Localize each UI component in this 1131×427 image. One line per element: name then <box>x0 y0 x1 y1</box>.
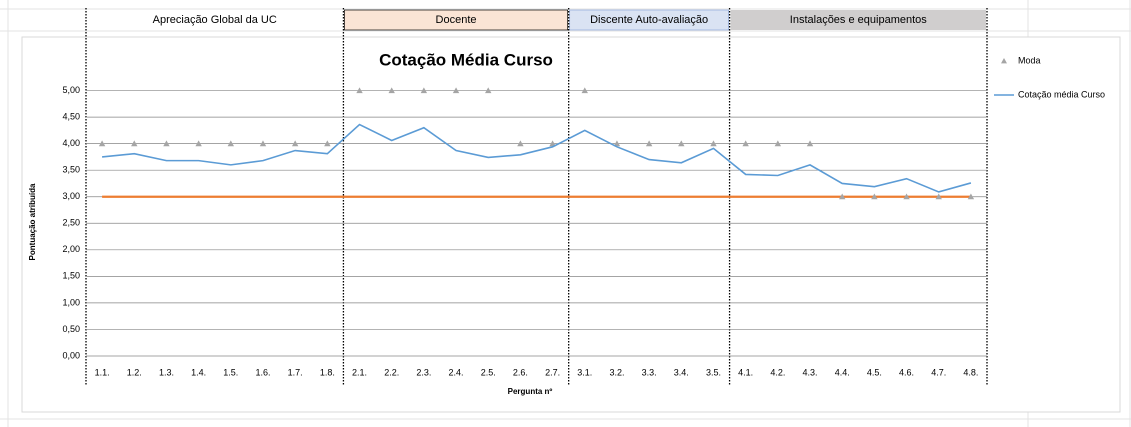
x-tick-label: 3.5. <box>706 367 721 377</box>
legend-swatch <box>1001 58 1007 64</box>
x-tick-label: 1.4. <box>191 367 206 377</box>
moda-marker <box>452 87 460 94</box>
x-tick-label: 3.3. <box>642 367 657 377</box>
moda-marker <box>517 140 524 147</box>
group-header-label: Docente <box>436 14 477 26</box>
moda-marker <box>131 140 138 147</box>
y-tick-label: 5,00 <box>62 85 80 95</box>
y-tick-label: 0,00 <box>62 350 80 360</box>
moda-marker <box>903 193 910 200</box>
x-tick-label: 2.3. <box>416 367 431 377</box>
moda-marker <box>291 140 299 147</box>
x-tick-label: 2.6. <box>513 367 528 377</box>
y-tick-label: 2,00 <box>62 244 80 254</box>
x-tick-label: 2.1. <box>352 367 367 377</box>
group-header <box>87 10 343 30</box>
x-tick-label: 2.4. <box>449 367 464 377</box>
moda-marker <box>678 140 685 147</box>
moda-marker <box>806 140 814 147</box>
chart-area <box>21 36 1121 413</box>
moda-marker <box>935 193 942 200</box>
y-tick-label: 2,50 <box>62 218 80 228</box>
x-tick-label: 1.1. <box>95 367 110 377</box>
x-tick-label: 4.4. <box>835 367 850 377</box>
x-tick-label: 4.8. <box>963 367 978 377</box>
y-axis-label: Pontuação atribuída <box>28 183 37 260</box>
moda-marker <box>98 140 106 147</box>
x-tick-label: 4.7. <box>931 367 946 377</box>
moda-marker <box>163 140 170 147</box>
x-tick-label: 1.8. <box>320 367 335 377</box>
moda-marker <box>581 87 588 94</box>
series-line <box>102 123 972 193</box>
x-tick-label: 2.2. <box>384 367 399 377</box>
x-tick-label: 1.7. <box>288 367 303 377</box>
group-header <box>569 9 729 31</box>
x-tick-label: 4.6. <box>899 367 914 377</box>
moda-marker <box>871 193 878 200</box>
x-tick-label: 1.5. <box>223 367 238 377</box>
x-tick-label: 4.3. <box>803 367 818 377</box>
group-header <box>730 10 986 30</box>
moda-marker <box>324 140 331 147</box>
y-tick-label: 3,50 <box>62 165 80 175</box>
legend-label: Moda <box>1018 55 1041 65</box>
moda-marker <box>645 140 653 147</box>
group-header <box>344 9 569 31</box>
x-tick-label: 1.2. <box>127 367 142 377</box>
x-tick-label: 3.1. <box>577 367 592 377</box>
moda-marker <box>259 140 267 147</box>
y-tick-label: 3,00 <box>62 191 80 201</box>
y-tick-label: 0,50 <box>62 324 80 334</box>
moda-marker <box>967 193 975 200</box>
x-tick-label: 1.6. <box>255 367 270 377</box>
x-tick-label: 3.4. <box>674 367 689 377</box>
y-tick-label: 1,00 <box>62 297 80 307</box>
moda-marker <box>356 87 363 94</box>
moda-marker <box>420 87 428 94</box>
moda-marker <box>742 140 749 147</box>
moda-marker <box>774 140 782 147</box>
group-header-label: Discente Auto-avaliação <box>590 14 708 26</box>
moda-marker <box>485 87 492 94</box>
legend-label: Cotação média Curso <box>1018 89 1105 99</box>
x-tick-label: 4.5. <box>867 367 882 377</box>
x-tick-label: 2.5. <box>481 367 496 377</box>
y-tick-label: 4,50 <box>62 111 80 121</box>
x-tick-label: 1.3. <box>159 367 174 377</box>
y-tick-label: 1,50 <box>62 271 80 281</box>
x-tick-label: 3.2. <box>609 367 624 377</box>
group-header-label: Apreciação Global da UC <box>153 14 277 26</box>
moda-marker <box>838 193 846 200</box>
moda-marker <box>195 140 202 147</box>
x-axis-label: Pergunta nº <box>508 387 553 396</box>
moda-marker <box>388 87 395 94</box>
x-tick-label: 4.1. <box>738 367 753 377</box>
moda-marker <box>549 140 556 147</box>
x-tick-label: 4.2. <box>770 367 785 377</box>
moda-marker <box>613 140 621 147</box>
moda-marker <box>710 140 717 147</box>
chart-title: Cotação Média Curso <box>379 50 553 69</box>
y-tick-label: 4,00 <box>62 138 80 148</box>
group-header-label: Instalações e equipamentos <box>790 14 927 26</box>
x-tick-label: 2.7. <box>545 367 560 377</box>
moda-marker <box>227 140 235 147</box>
